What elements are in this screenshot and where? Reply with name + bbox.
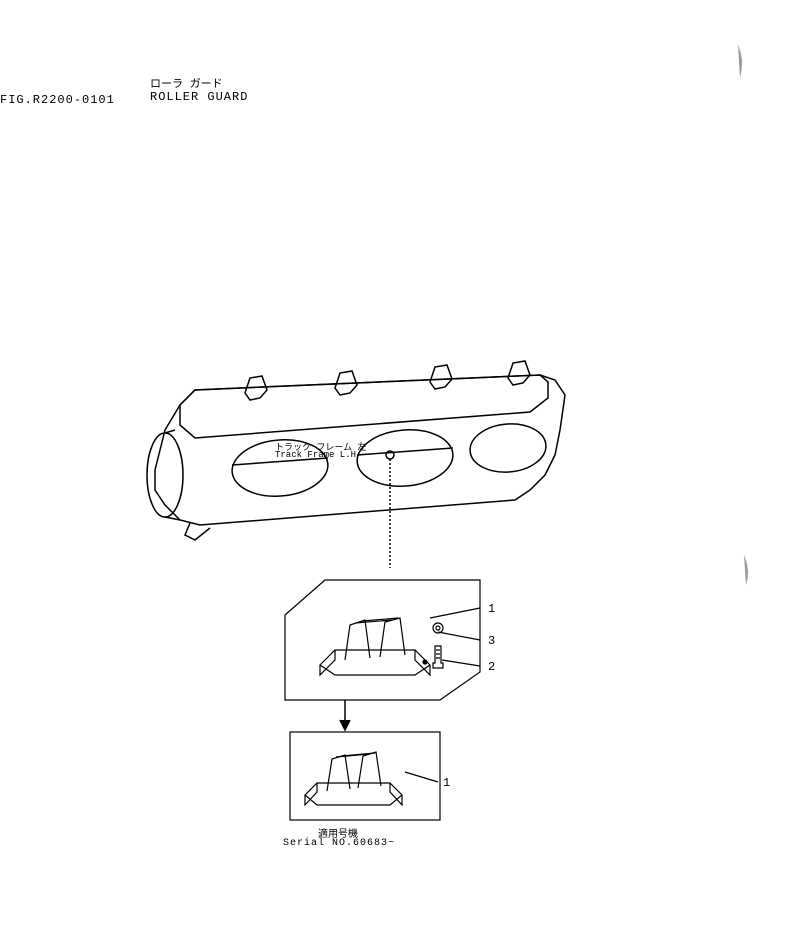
callout-3: 3 [488,634,495,648]
callout-1a: 1 [488,602,495,616]
callout-2: 2 [488,660,495,674]
callout-1b: 1 [443,776,450,790]
track-frame-diagram [0,0,795,951]
serial-label-en: Serial NO.60683~ [283,838,395,849]
track-frame-label-en: Track Frame L.H [275,450,356,460]
